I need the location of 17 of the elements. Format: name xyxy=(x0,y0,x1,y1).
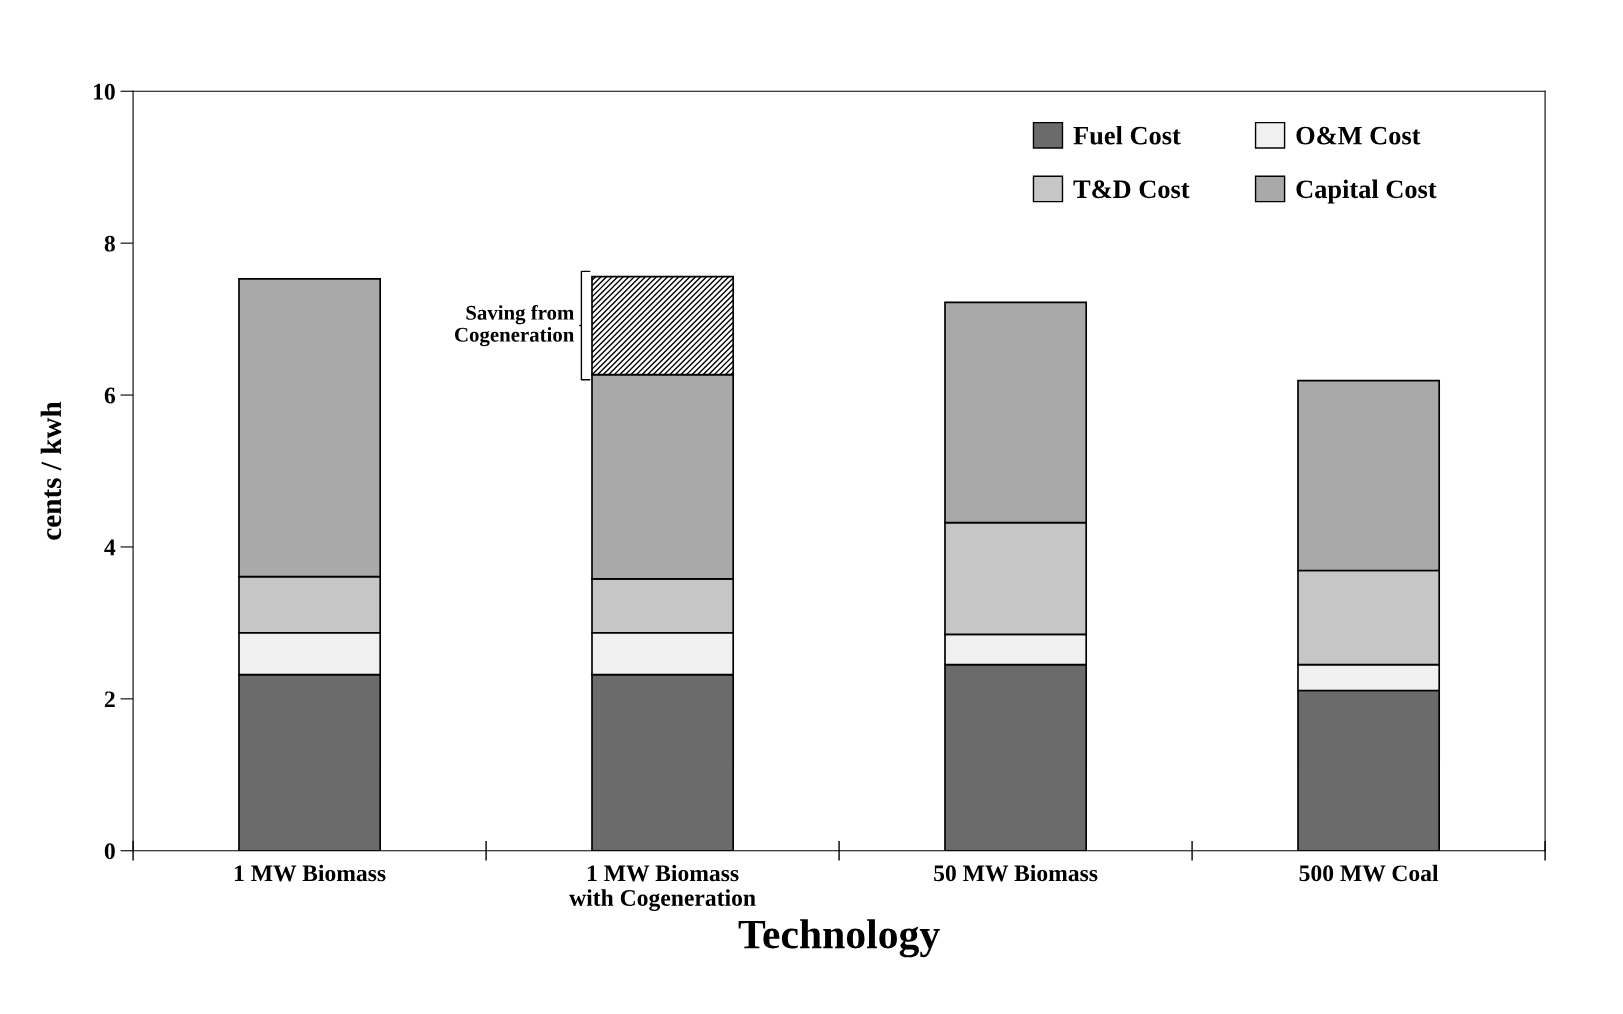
y-axis-title: cents / kwh xyxy=(40,401,62,540)
y-tick-label: 6 xyxy=(104,387,116,404)
legend-label: O&M Cost xyxy=(1296,126,1421,145)
x-tick-label: 50 MW Biomass xyxy=(934,864,1098,882)
x-tick-label: 500 MW Coal xyxy=(1299,864,1439,882)
legend-label: T&D Cost xyxy=(1073,180,1190,199)
y-tick-label: 10 xyxy=(94,83,115,100)
x-axis-title: Technology xyxy=(738,919,940,958)
y-tick-label: 4 xyxy=(104,539,116,556)
y-tick-label: 2 xyxy=(104,691,115,708)
x-tick-label: 1 MW Biomass xyxy=(234,864,386,882)
legend-label: Capital Cost xyxy=(1296,179,1437,204)
y-tick-label: 0 xyxy=(104,843,115,860)
legend-label: Fuel Cost xyxy=(1073,125,1181,145)
y-tick-label: 8 xyxy=(104,235,115,252)
x-tick-label: 1 MW Biomass with Cogeneration xyxy=(569,864,756,911)
annotation: Saving from Cogeneration xyxy=(455,304,575,347)
